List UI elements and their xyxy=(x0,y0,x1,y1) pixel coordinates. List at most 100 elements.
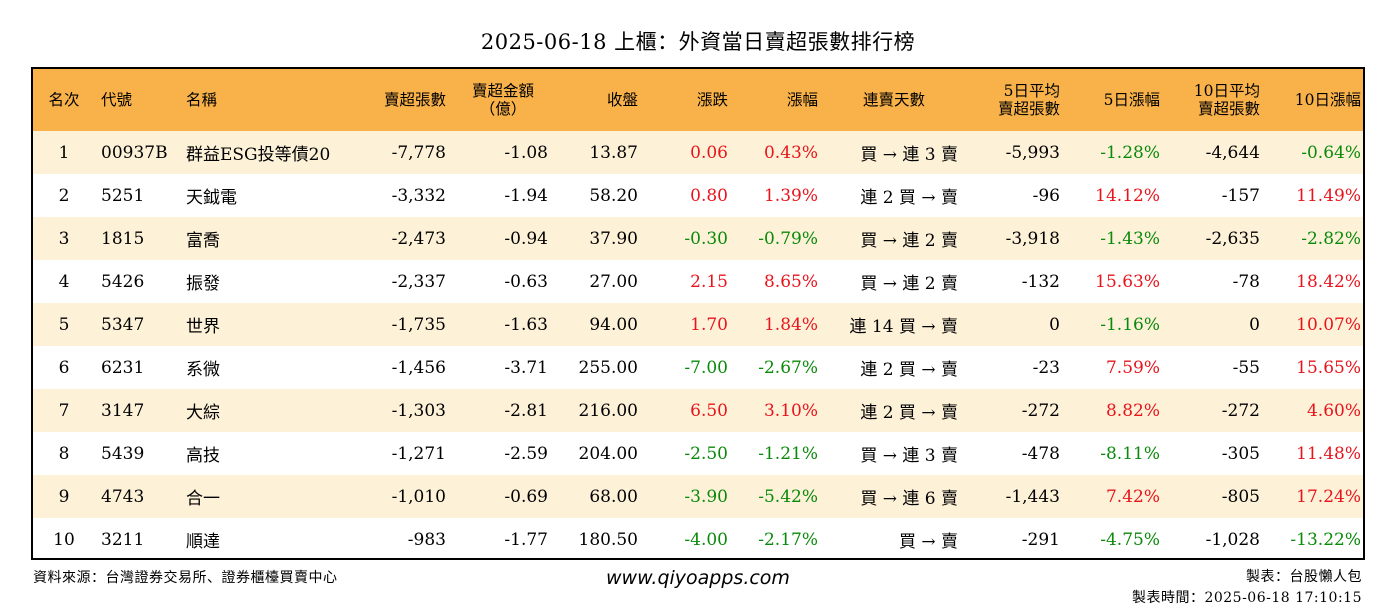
cell-streak: 連 2 買 → 賣 xyxy=(860,188,958,208)
cell-change: 0.80 xyxy=(690,185,728,206)
cell-change: -0.30 xyxy=(684,228,728,249)
cell-pct10: 17.24% xyxy=(1296,486,1361,507)
cell-avg5: -1,443 xyxy=(1005,486,1060,507)
cell-close: 94.00 xyxy=(589,314,638,335)
cell-avg10: -157 xyxy=(1221,185,1260,206)
cell-avg10: -4,644 xyxy=(1205,142,1260,163)
cell-name: 合一 xyxy=(186,489,220,509)
header-sell-amount-line2: （億） xyxy=(479,100,527,118)
cell-pct10: -13.22% xyxy=(1290,529,1361,550)
cell-avg5: -478 xyxy=(1021,443,1060,464)
cell-pct5: -1.28% xyxy=(1100,142,1160,163)
table-row: 4 5426 振發 -2,337 -0.63 27.00 2.15 8.65% 買 → 連 2 … xyxy=(33,260,1363,303)
cell-code: 6231 xyxy=(101,357,145,378)
cell-code: 1815 xyxy=(101,228,145,249)
cell-code: 5347 xyxy=(101,314,145,335)
table-row: 8 5439 高技 -1,271 -2.59 204.00 -2.50 -1.21% 買 → 連… xyxy=(33,432,1363,475)
cell-sell-qty: -2,473 xyxy=(391,228,446,249)
header-close: 收盤 xyxy=(606,91,638,109)
cell-pct5: 7.42% xyxy=(1105,486,1160,507)
header-change: 漲跌 xyxy=(696,91,728,109)
cell-sell-amount: -1.08 xyxy=(504,142,548,163)
cell-code: 3211 xyxy=(101,529,145,550)
cell-pct: -0.79% xyxy=(758,228,818,249)
cell-pct5: -1.16% xyxy=(1100,314,1160,335)
cell-pct: 1.84% xyxy=(763,314,818,335)
cell-pct: -2.67% xyxy=(758,357,818,378)
table-row: 5 5347 世界 -1,735 -1.63 94.00 1.70 1.84% 連 14 買 →… xyxy=(33,303,1363,346)
header-avg10-line1: 10日平均 xyxy=(1193,82,1260,100)
header-avg5: 5日平均 賣超張數 xyxy=(964,69,1066,131)
cell-name: 天鉞電 xyxy=(186,188,237,208)
cell-name: 系微 xyxy=(186,360,220,380)
header-pct5: 5日漲幅 xyxy=(1103,91,1160,109)
cell-close: 13.87 xyxy=(589,142,638,163)
cell-pct: -5.42% xyxy=(758,486,818,507)
cell-rank: 6 xyxy=(58,357,70,378)
cell-sell-amount: -1.77 xyxy=(504,529,548,550)
cell-name: 富喬 xyxy=(186,231,220,251)
cell-pct: -2.17% xyxy=(758,529,818,550)
cell-name: 順達 xyxy=(186,532,220,552)
cell-close: 27.00 xyxy=(589,271,638,292)
cell-rank: 2 xyxy=(58,185,70,206)
cell-sell-amount: -1.94 xyxy=(504,185,548,206)
table-row: 1 00937B 群益ESG投等債20 -7,778 -1.08 13.87 0.06 0.4… xyxy=(33,131,1363,174)
cell-sell-amount: -1.63 xyxy=(504,314,548,335)
cell-avg10: -2,635 xyxy=(1205,228,1260,249)
page-title: 2025-06-18 上櫃：外資當日賣超張數排行榜 xyxy=(480,30,916,54)
header-sell-amount: 賣超金額 （億） xyxy=(452,69,554,131)
header-code: 代號 xyxy=(101,91,133,109)
cell-pct10: -0.64% xyxy=(1301,142,1361,163)
cell-close: 37.90 xyxy=(589,228,638,249)
cell-streak: 買 → 賣 xyxy=(898,532,958,552)
cell-sell-amount: -0.94 xyxy=(504,228,548,249)
cell-close: 68.00 xyxy=(589,486,638,507)
cell-streak: 連 2 買 → 賣 xyxy=(860,360,958,380)
table-row: 2 5251 天鉞電 -3,332 -1.94 58.20 0.80 1.39% 連 2 買 →… xyxy=(33,174,1363,217)
cell-close: 255.00 xyxy=(578,357,638,378)
cell-avg5: -23 xyxy=(1032,357,1060,378)
cell-pct: 1.39% xyxy=(763,185,818,206)
cell-rank: 8 xyxy=(58,443,70,464)
header-sell-qty: 賣超張數 xyxy=(383,91,446,109)
cell-pct10: 15.65% xyxy=(1296,357,1361,378)
cell-avg10: -272 xyxy=(1221,400,1260,421)
cell-avg10: -1,028 xyxy=(1205,529,1260,550)
cell-sell-qty: -3,332 xyxy=(391,185,446,206)
cell-code: 00937B xyxy=(101,142,168,163)
cell-avg10: -805 xyxy=(1221,486,1260,507)
table-row: 3 1815 富喬 -2,473 -0.94 37.90 -0.30 -0.79% 買 → 連 … xyxy=(33,217,1363,260)
made-time-note: 製表時間：2025-06-18 17:10:15 xyxy=(1131,590,1362,606)
cell-rank: 9 xyxy=(58,486,70,507)
cell-pct10: 10.07% xyxy=(1296,314,1361,335)
cell-streak: 買 → 連 3 賣 xyxy=(860,446,958,466)
cell-avg5: -132 xyxy=(1021,271,1060,292)
maker-note: 製表：台股懶人包 xyxy=(1246,569,1362,585)
cell-code: 3147 xyxy=(101,400,145,421)
cell-pct: 0.43% xyxy=(763,142,818,163)
header-pct: 漲幅 xyxy=(786,91,818,109)
cell-close: 204.00 xyxy=(578,443,638,464)
cell-streak: 買 → 連 2 賣 xyxy=(860,231,958,251)
cell-sell-amount: -0.69 xyxy=(504,486,548,507)
cell-sell-qty: -983 xyxy=(407,529,446,550)
table-row: 7 3147 大綜 -1,303 -2.81 216.00 6.50 3.10% 連 2 買 →… xyxy=(33,389,1363,432)
cell-name: 群益ESG投等債20 xyxy=(186,145,331,165)
cell-avg5: -291 xyxy=(1021,529,1060,550)
website-link[interactable]: www.qiyoapps.com xyxy=(606,567,790,589)
cell-pct5: -4.75% xyxy=(1100,529,1160,550)
header-sell-amount-line1: 賣超金額 xyxy=(471,82,534,100)
cell-sell-amount: -0.63 xyxy=(504,271,548,292)
cell-pct5: 8.82% xyxy=(1105,400,1160,421)
cell-sell-qty: -1,456 xyxy=(391,357,446,378)
cell-pct: -1.21% xyxy=(758,443,818,464)
cell-pct10: -2.82% xyxy=(1301,228,1361,249)
cell-pct10: 11.49% xyxy=(1296,185,1361,206)
cell-name: 大綜 xyxy=(186,403,220,423)
cell-streak: 買 → 連 2 賣 xyxy=(860,274,958,294)
cell-avg5: -272 xyxy=(1021,400,1060,421)
header-streak: 連賣天數 xyxy=(862,91,925,109)
cell-code: 5251 xyxy=(101,185,145,206)
cell-pct: 3.10% xyxy=(763,400,818,421)
